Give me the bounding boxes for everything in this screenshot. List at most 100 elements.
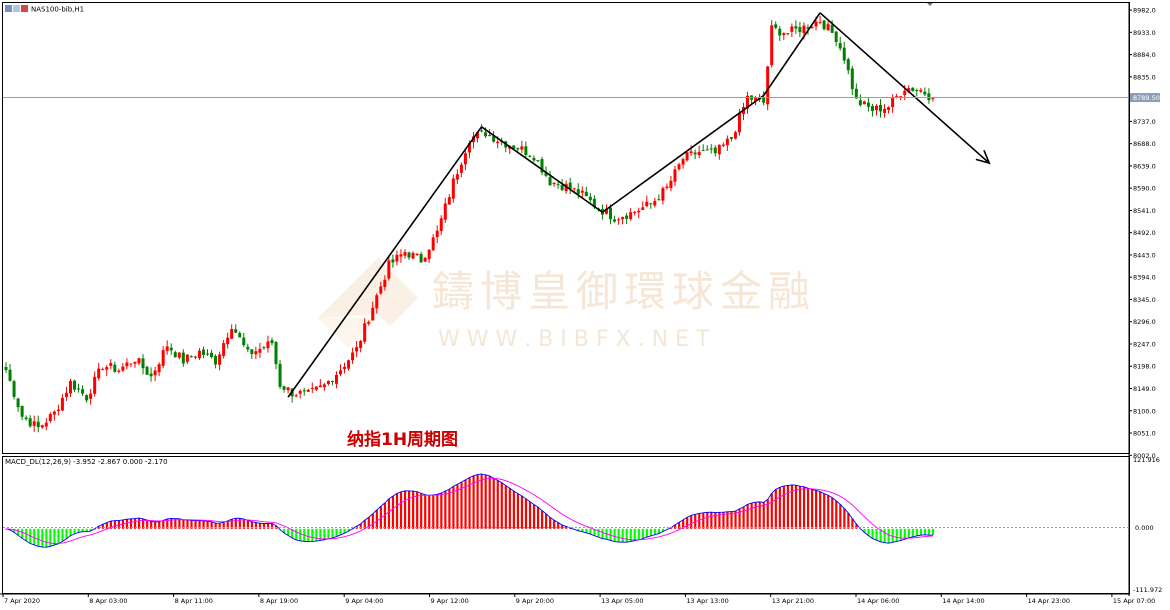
candle (262, 345, 266, 350)
macd-bar (85, 528, 88, 532)
settings-icon[interactable] (21, 5, 28, 12)
candle (149, 367, 153, 382)
candle (44, 418, 48, 431)
candle (669, 175, 673, 192)
candle (874, 104, 878, 116)
candle (609, 204, 612, 225)
candle (923, 87, 927, 97)
macd-bar (198, 520, 201, 529)
candle (129, 363, 133, 368)
candle (431, 234, 435, 251)
macd-bar (214, 523, 217, 529)
price-tick-label: 8884.0 (1133, 51, 1156, 59)
macd-bar (911, 528, 914, 537)
macd-bar (190, 520, 193, 529)
macd-bar (484, 474, 487, 529)
time-tick-label: 8 Apr 03:00 (89, 597, 127, 605)
macd-bar (532, 504, 536, 529)
macd-bar (416, 491, 419, 529)
macd-bar (621, 528, 624, 543)
macd-bar (399, 491, 403, 529)
candle (746, 91, 750, 114)
watermark-logo-icon-lower (318, 318, 378, 348)
candle (399, 249, 403, 263)
macd-bar (649, 528, 652, 536)
candle (137, 357, 141, 366)
macd-bar (17, 528, 20, 536)
macd-bar (823, 493, 826, 529)
candle (677, 162, 681, 171)
trend-arrow-icon (975, 149, 991, 165)
candle (330, 380, 334, 386)
macd-bar (343, 528, 346, 534)
candle (733, 130, 737, 140)
candle (657, 194, 661, 201)
macd-bar (295, 528, 298, 540)
time-tick-label: 8 Apr 19:00 (260, 597, 298, 605)
macd-histogram (5, 474, 935, 548)
candle (520, 140, 524, 154)
candle (790, 23, 794, 38)
candle (274, 340, 278, 370)
macd-bar (508, 488, 511, 529)
macd-bar (37, 528, 40, 547)
macd-bar (69, 528, 72, 536)
candle (145, 365, 149, 375)
macd-bar (97, 526, 100, 529)
candle (556, 180, 560, 189)
candle (536, 160, 540, 163)
macd-bar (617, 528, 620, 543)
macd-bar (895, 528, 898, 542)
candle (729, 137, 733, 142)
macd-bar (492, 478, 495, 529)
candle (105, 364, 109, 376)
macd-bar (41, 528, 44, 548)
trend-lines[interactable] (287, 12, 991, 398)
candle (363, 318, 367, 344)
chart-type-icon[interactable] (5, 5, 12, 12)
macd-bar (589, 528, 592, 535)
trend-line[interactable] (287, 126, 483, 398)
price-tick-label: 8639.0 (1133, 162, 1156, 170)
color-icon[interactable] (13, 5, 20, 12)
trend-line[interactable] (819, 12, 990, 164)
macd-bar (698, 513, 701, 529)
macd-bar (323, 528, 326, 540)
macd-axis-top: 121.916 (1133, 456, 1160, 464)
candle (334, 371, 338, 389)
macd-panel-frame (2, 456, 1130, 594)
candle (653, 197, 657, 208)
trend-line[interactable] (481, 126, 603, 213)
macd-bar (387, 498, 391, 529)
macd-bar (186, 519, 189, 529)
macd-bar (536, 507, 540, 529)
macd-axis-zero: 0.000 (1135, 524, 1154, 532)
price-tick-label: 8933.0 (1133, 29, 1156, 37)
candle (379, 281, 383, 295)
macd-bar (863, 528, 866, 533)
candle (93, 371, 97, 397)
price-panel-frame (2, 2, 1130, 454)
candle (685, 152, 689, 162)
trend-line[interactable] (601, 94, 765, 213)
macd-bar (819, 491, 822, 529)
macd-bar (254, 522, 258, 529)
candle (689, 145, 693, 156)
candle (899, 96, 903, 101)
macd-bar (424, 494, 427, 529)
candle (697, 145, 701, 159)
candle (113, 361, 117, 373)
trend-line[interactable] (762, 12, 821, 96)
watermark-logo-icon (318, 258, 418, 326)
candle (725, 135, 729, 151)
macd-bar (270, 523, 274, 529)
candle (383, 275, 387, 291)
macd-bar (412, 491, 415, 529)
macd-bar (476, 474, 479, 529)
candle (12, 379, 16, 400)
candle (193, 355, 197, 360)
candle (834, 31, 838, 47)
candle (548, 170, 552, 186)
candle (387, 256, 391, 281)
